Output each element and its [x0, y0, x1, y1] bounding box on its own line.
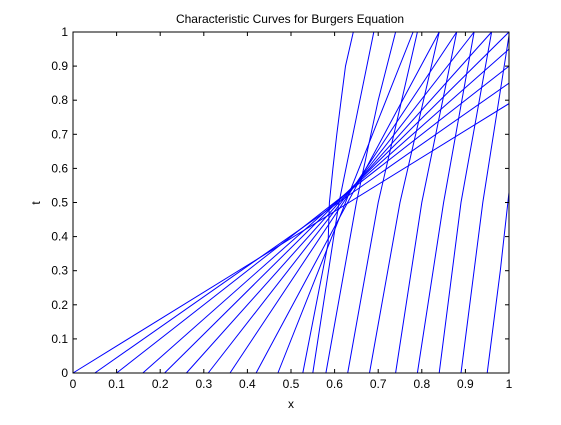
characteristic-curve-9 — [255, 31, 440, 374]
characteristic-curve-16 — [395, 31, 458, 374]
y-axis-label: t — [29, 201, 43, 205]
characteristic-curve-8 — [229, 31, 458, 374]
characteristic-curve-10 — [277, 31, 414, 374]
characteristic-curve-19 — [460, 35, 510, 374]
y-tick-label: 0.6 — [51, 161, 68, 175]
characteristic-curve-7 — [207, 31, 475, 374]
characteristic-curve-5 — [164, 31, 510, 374]
characteristic-curve-14 — [347, 31, 418, 374]
characteristic-curve-11 — [302, 31, 354, 374]
y-tick-label: 0.5 — [51, 196, 68, 210]
x-tick-label: 0.7 — [370, 377, 387, 391]
characteristic-curve-3 — [116, 65, 510, 374]
characteristic-curve-17 — [416, 31, 475, 374]
x-tick-label: 0.4 — [239, 377, 256, 391]
chart-title: Characteristic Curves for Burgers Equati… — [176, 12, 404, 26]
x-tick-label: 0.5 — [283, 377, 300, 391]
y-tick-label: 0.9 — [51, 59, 68, 73]
x-tick-label: 0 — [70, 377, 77, 391]
characteristic-curve-12 — [312, 31, 375, 374]
x-tick-label: 0.9 — [457, 377, 474, 391]
y-tick-label: 0.1 — [51, 332, 68, 346]
y-tick-label: 0.3 — [51, 264, 68, 278]
characteristic-curve-1 — [72, 103, 510, 374]
x-tick-label: 0.8 — [413, 377, 430, 391]
y-tick-label: 0.7 — [51, 127, 68, 141]
characteristic-curve-20 — [486, 192, 510, 374]
x-tick-label: 0.1 — [108, 377, 125, 391]
y-tick-label: 0 — [61, 366, 68, 380]
y-tick-label: 0.4 — [51, 230, 68, 244]
x-tick-label: 1 — [506, 377, 513, 391]
characteristic-curve-13 — [325, 31, 397, 374]
characteristic-curve-15 — [369, 31, 440, 374]
characteristic-curve-18 — [438, 31, 493, 374]
y-tick-label: 0.8 — [51, 93, 68, 107]
series-layer — [72, 31, 510, 374]
characteristic-curve-4 — [142, 48, 510, 374]
x-tick-label: 0.6 — [326, 377, 343, 391]
ticks-layer: 0 0.1 0.2 0.3 0.4 0.5 0.6 0.7 0.8 0.9 1 0 0.1 0.2 0.3 0… — [51, 25, 512, 391]
x-tick-label: 0.3 — [195, 377, 212, 391]
x-tick-label: 0.2 — [152, 377, 169, 391]
x-axis-label: x — [288, 397, 294, 411]
y-tick-label: 0.2 — [51, 298, 68, 312]
y-tick-label: 1 — [61, 25, 68, 39]
